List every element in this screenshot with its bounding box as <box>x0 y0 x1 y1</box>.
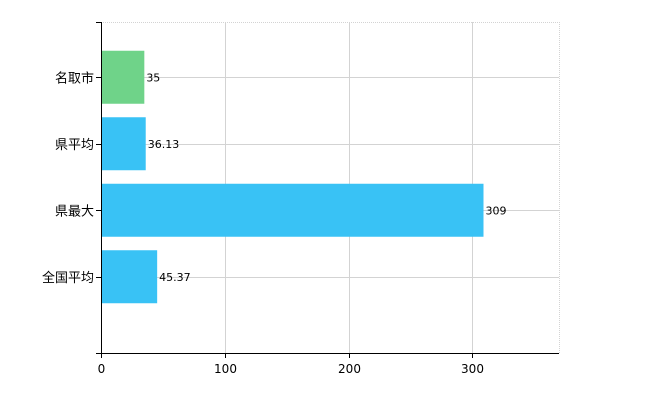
x-tick-label: 100 <box>214 362 237 376</box>
labels: 35 名取市 36.13 県平均 309 県最大 45.37 全国平均 0 100 200 300 <box>42 70 507 376</box>
x-tick-label: 300 <box>461 362 484 376</box>
data-label: 309 <box>485 204 506 217</box>
category-label: 県平均 <box>55 138 94 153</box>
x-tick-label: 0 <box>98 362 106 376</box>
axes <box>96 22 559 358</box>
data-label: 45.37 <box>159 271 191 284</box>
bar <box>102 50 145 104</box>
bars <box>102 50 484 304</box>
category-label: 全国平均 <box>42 270 94 286</box>
bar <box>102 250 158 304</box>
data-label: 36.13 <box>148 138 180 151</box>
x-tick-label: 200 <box>338 362 361 376</box>
bar <box>102 183 484 237</box>
category-label: 県最大 <box>55 204 94 219</box>
category-label: 名取市 <box>55 70 94 86</box>
data-label: 35 <box>146 71 160 84</box>
bar <box>102 117 146 171</box>
